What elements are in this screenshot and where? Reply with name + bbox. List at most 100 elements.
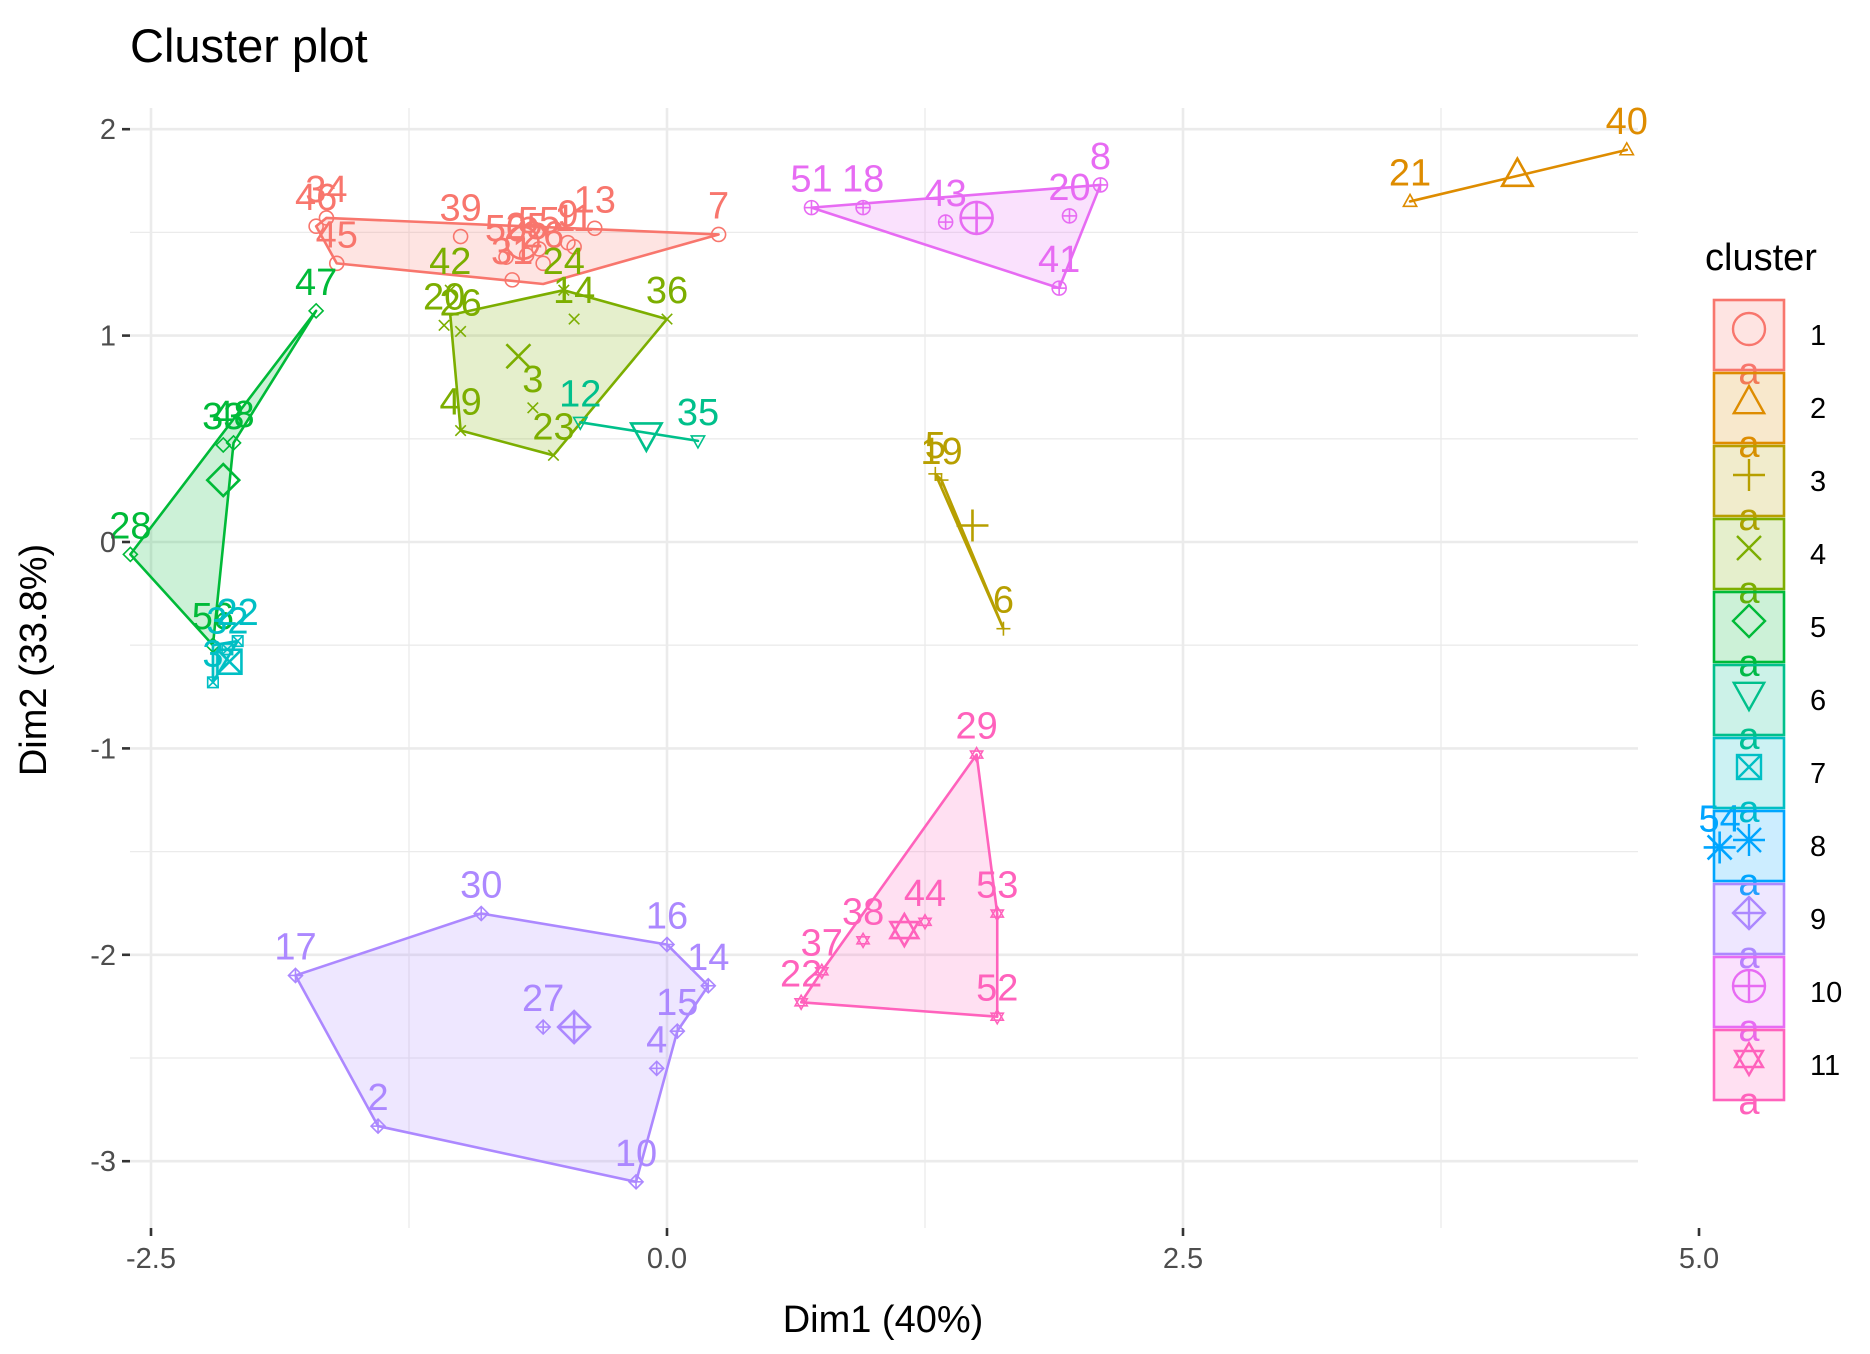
- point-label: 14: [687, 937, 729, 979]
- x-tick-label: -2.5: [126, 1243, 176, 1275]
- cluster-center-part: [216, 648, 243, 675]
- data-point: [557, 284, 570, 297]
- data-point-part: [689, 435, 706, 450]
- point-label: 19: [920, 431, 962, 473]
- point-label: 50: [485, 208, 527, 250]
- cluster-center: [556, 1009, 592, 1045]
- data-point-part: [207, 676, 219, 689]
- point-label: 45: [316, 214, 358, 256]
- data-point-part: [568, 313, 580, 325]
- x-axis-title: Dim1 (40%): [783, 1299, 984, 1341]
- data-point: [855, 199, 871, 216]
- legend-key-symbol-part: [1731, 311, 1767, 347]
- legend-key-symbol-part: [1736, 535, 1762, 561]
- data-point-part: [793, 993, 809, 1007]
- data-point: [452, 228, 469, 245]
- data-point-part: [989, 1008, 1005, 1022]
- x-tick-label: 2.5: [1163, 1243, 1203, 1275]
- data-point-part: [969, 745, 985, 759]
- point-label: 32: [206, 600, 248, 642]
- cluster-hull: [314, 216, 720, 286]
- point-label: 42: [429, 241, 471, 283]
- cluster-center-part: [628, 422, 664, 454]
- data-point: [454, 424, 467, 437]
- cluster-center: [959, 200, 994, 236]
- point-label: 20: [423, 276, 465, 318]
- legend-key-symbol: [1731, 895, 1767, 931]
- data-point: [206, 676, 219, 689]
- data-point: [996, 621, 1011, 636]
- point-label: 56: [192, 596, 234, 638]
- data-point: [535, 255, 551, 272]
- point-label: 12: [559, 373, 601, 415]
- legend-key-symbol: [1732, 1040, 1766, 1078]
- cluster-center-part: [1499, 155, 1535, 188]
- data-point-part: [969, 750, 985, 764]
- point-label: 35: [677, 392, 719, 434]
- data-point-part: [535, 255, 551, 272]
- data-point-part: [586, 220, 603, 237]
- point-label: 2: [367, 1077, 388, 1119]
- legend-key-symbol-part: [1732, 1040, 1766, 1069]
- y-tick-label: 2: [100, 114, 116, 146]
- point-label: 17: [274, 926, 316, 968]
- legend-key-symbol: [1733, 459, 1765, 491]
- data-point: [669, 1023, 686, 1040]
- legend-title: cluster: [1705, 237, 1817, 279]
- data-point: [937, 214, 954, 230]
- x-tick-label: 5.0: [1679, 1243, 1719, 1275]
- data-point: [855, 931, 871, 949]
- point-label: 8: [1090, 136, 1111, 178]
- data-point: [969, 745, 985, 764]
- data-point: [1402, 192, 1419, 208]
- data-point: [928, 466, 943, 481]
- data-point-part: [917, 917, 933, 931]
- point-label: 44: [904, 873, 946, 915]
- point-label: 51: [790, 159, 832, 201]
- point-label: 27: [522, 978, 564, 1020]
- data-point-part: [1618, 141, 1635, 156]
- data-point: [700, 977, 717, 994]
- point-label: 16: [646, 895, 688, 937]
- data-point: [215, 436, 232, 454]
- cluster-center: [505, 343, 532, 370]
- data-point-part: [566, 239, 582, 255]
- point-label: 13: [574, 179, 616, 221]
- cluster-center-part: [205, 462, 242, 498]
- grid: [130, 108, 1638, 1228]
- data-point: [308, 218, 324, 235]
- data-point-part: [855, 936, 871, 949]
- data-point: [586, 220, 603, 237]
- data-point-part: [710, 226, 727, 243]
- data-point: [225, 434, 242, 452]
- data-point: [307, 302, 325, 319]
- cluster-hull: [294, 912, 710, 1184]
- data-point-part: [308, 218, 324, 235]
- data-point-part: [231, 635, 244, 648]
- point-label: 15: [656, 982, 698, 1024]
- data-point: [204, 637, 222, 654]
- legend-label: 3: [1810, 466, 1826, 498]
- data-point: [710, 226, 727, 243]
- data-point-part: [454, 424, 467, 437]
- data-point-part: [557, 284, 570, 297]
- y-tick-label: 1: [100, 321, 116, 353]
- data-point: [535, 1018, 552, 1036]
- data-point-part: [206, 676, 219, 689]
- data-point: [1061, 208, 1078, 224]
- data-point: [527, 402, 539, 414]
- data-point: [934, 473, 949, 488]
- legend-key-symbol: [1731, 383, 1767, 415]
- legend-key-symbol: [1731, 603, 1767, 639]
- data-point: [444, 284, 457, 297]
- point-label: 24: [543, 241, 585, 283]
- data-point-part: [989, 904, 1005, 918]
- point-label: 25: [506, 206, 548, 248]
- point-label: 26: [522, 214, 564, 256]
- data-point-part: [122, 546, 139, 563]
- data-point-part: [204, 637, 222, 654]
- data-point-part: [572, 416, 589, 431]
- legend-key-symbol-part: [1736, 754, 1762, 780]
